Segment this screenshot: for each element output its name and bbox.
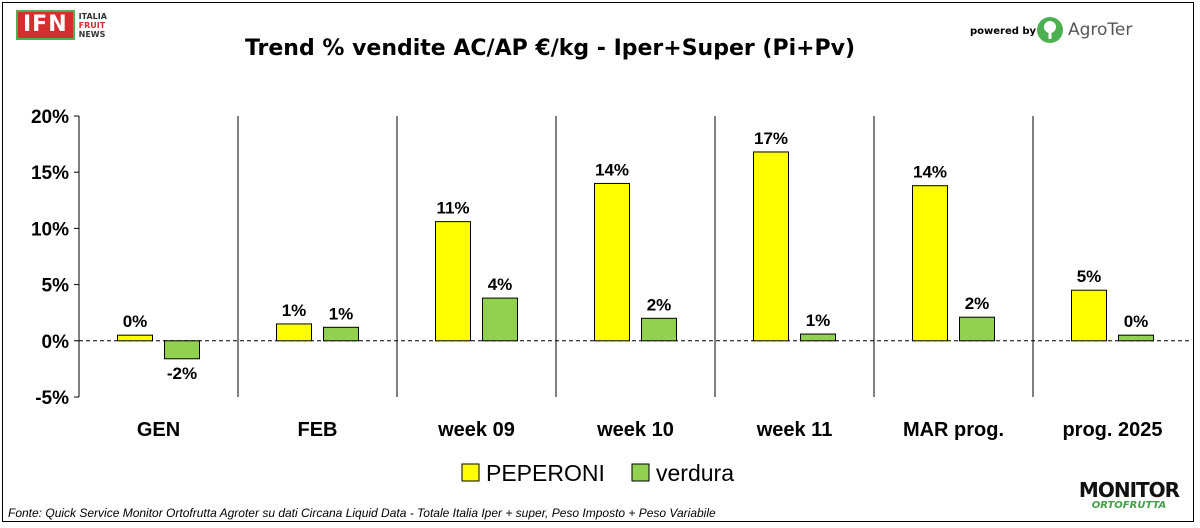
ifn-logo: IFN ITALIA FRUIT NEWS	[16, 10, 107, 40]
y-tick-label: 20%	[31, 107, 69, 128]
bar-verdura	[482, 297, 518, 342]
powered-by-label: powered by	[970, 26, 1037, 37]
data-label: 4%	[488, 275, 513, 294]
agroter-logo: AgroTer	[1036, 16, 1132, 44]
agroter-name: AgroTer	[1068, 20, 1133, 40]
x-tick-label: GEN	[137, 419, 180, 441]
legend-swatch-verdura	[631, 463, 650, 482]
bar-verdura	[323, 326, 359, 342]
data-label: 1%	[282, 301, 307, 320]
monitor-logo-top: MONITOR	[1078, 478, 1180, 502]
chart-frame	[2, 2, 1194, 522]
data-label: 2%	[965, 294, 990, 313]
y-tick-label: -5%	[35, 388, 69, 409]
y-tick-label: 5%	[42, 276, 70, 297]
data-label: 2%	[647, 295, 672, 314]
bar-peperoni	[1071, 289, 1107, 342]
ifn-logo-line1: ITALIA	[78, 11, 107, 21]
legend-label-verdura: verdura	[656, 460, 734, 486]
x-tick-label: week 10	[596, 419, 674, 441]
bar-peperoni	[594, 182, 630, 342]
bar-peperoni	[912, 185, 948, 342]
data-label: 17%	[754, 129, 788, 148]
y-tick-label: 15%	[31, 163, 69, 184]
data-label: 1%	[806, 311, 831, 330]
bar-verdura	[800, 333, 836, 342]
data-label: 0%	[1124, 312, 1149, 331]
y-tick-label: 10%	[31, 219, 69, 240]
data-label: 1%	[329, 304, 354, 323]
source-note: Fonte: Quick Service Monitor Ortofrutta …	[8, 506, 716, 520]
ifn-logo-line3: NEWS	[78, 29, 106, 39]
data-label: 14%	[595, 160, 629, 179]
bar-verdura	[641, 317, 677, 342]
ifn-logo-mark: IFN	[16, 10, 75, 40]
x-tick-label: week 09	[437, 419, 515, 441]
x-tick-label: FEB	[298, 419, 338, 441]
x-tick-label: week 11	[756, 419, 833, 441]
monitor-logo-bottom: ORTOFRUTTA	[1091, 500, 1167, 511]
bar-peperoni	[117, 334, 153, 342]
bar-peperoni	[276, 323, 312, 342]
x-tick-label: prog. 2025	[1062, 419, 1162, 441]
bar-verdura	[164, 340, 200, 360]
data-label: 5%	[1077, 267, 1102, 286]
legend-label-peperoni: PEPERONI	[486, 460, 605, 486]
data-label: -2%	[167, 364, 197, 383]
chart-title: Trend % vendite AC/AP €/kg - Iper+Super …	[244, 36, 856, 61]
monitor-ortofrutta-logo: MONITOR ORTOFRUTTA	[1068, 480, 1190, 511]
bar-verdura	[1118, 334, 1154, 342]
y-tick-label: 0%	[42, 332, 70, 353]
data-label: 0%	[123, 312, 148, 331]
data-label: 11%	[436, 199, 469, 218]
ifn-logo-line2: FRUIT	[78, 20, 106, 30]
bar-verdura	[959, 316, 995, 342]
bar-peperoni	[435, 221, 471, 342]
x-tick-label: MAR prog.	[903, 419, 1004, 441]
ifn-logo-text: ITALIA FRUIT NEWS	[79, 12, 107, 39]
bar-peperoni	[753, 151, 789, 342]
data-label: 14%	[913, 163, 947, 182]
tree-icon	[1037, 17, 1063, 43]
legend-swatch-peperoni	[461, 463, 480, 482]
